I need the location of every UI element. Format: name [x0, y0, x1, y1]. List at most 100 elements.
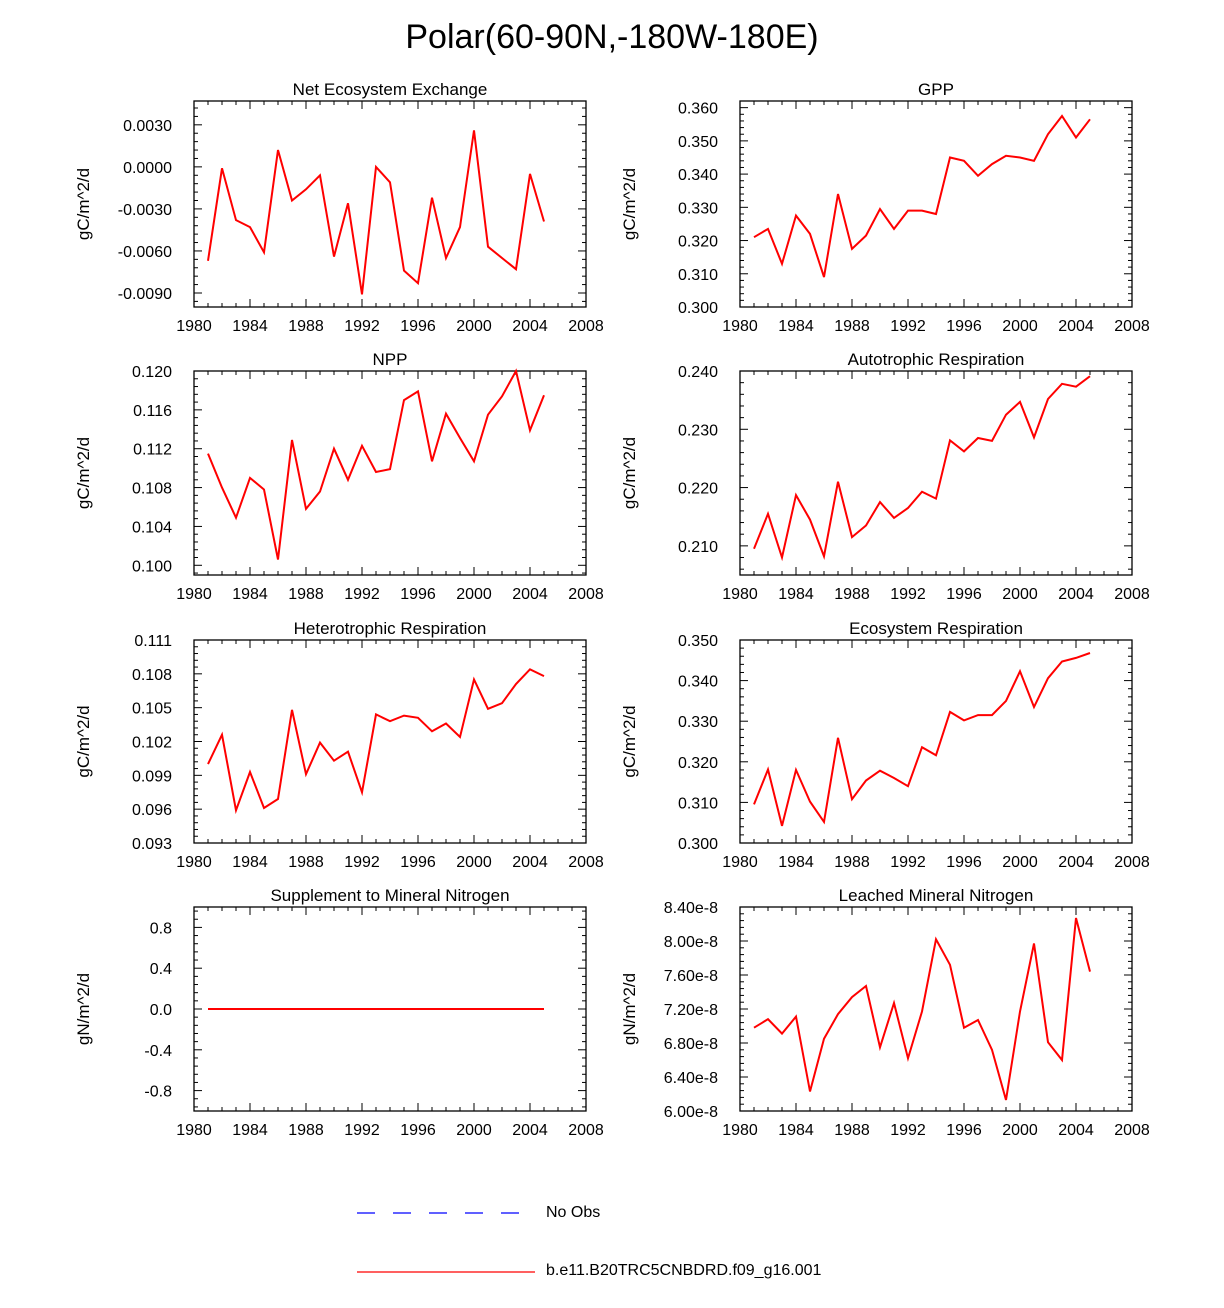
chart-panel-3: NPP gC/m^2/d 1980 1984 1988 1992 1996 2000 2004 2…: [74, 350, 604, 603]
plot-frame: [193, 100, 587, 308]
x-tick-label: 1984: [778, 318, 814, 335]
y-tick-label: 0.093: [132, 836, 172, 853]
x-tick-label: 1996: [400, 854, 436, 871]
y-axis-label: gC/m^2/d: [620, 437, 639, 509]
y-tick-label: 0.300: [678, 300, 718, 317]
chart-panel-6: Ecosystem Respiration gC/m^2/d 1980 1984 198…: [620, 619, 1150, 871]
chart-title: Heterotrophic Respiration: [294, 619, 487, 638]
x-tick-label: 2008: [568, 1122, 604, 1139]
y-tick-label: 0.102: [132, 735, 172, 752]
y-tick-label: 0.210: [678, 539, 718, 556]
y-axis-label: gC/m^2/d: [74, 437, 93, 509]
chart-title: Supplement to Mineral Nitrogen: [270, 886, 509, 905]
y-tick-label: 0.240: [678, 364, 718, 381]
y-tick-label: 0.220: [678, 481, 718, 498]
x-tick-label: 1984: [232, 318, 268, 335]
x-tick-label: 2000: [1002, 318, 1038, 335]
chart-title: GPP: [918, 80, 954, 99]
x-tick-label: 1988: [288, 1122, 324, 1139]
y-tick-label: 0.116: [133, 403, 172, 420]
x-tick-label: 1992: [890, 1122, 926, 1139]
x-tick-label: 1988: [834, 318, 870, 335]
y-tick-label: 8.00e-8: [664, 934, 718, 951]
x-tick-label: 2004: [1058, 854, 1094, 871]
y-tick-label: -0.8: [144, 1084, 172, 1101]
series-line: [753, 652, 1091, 827]
x-tick-label: 1980: [176, 586, 212, 603]
x-tick-label: 1992: [344, 318, 380, 335]
chart-title: Leached Mineral Nitrogen: [839, 886, 1034, 905]
chart-title: Ecosystem Respiration: [849, 619, 1023, 638]
y-tick-label: 0.0030: [123, 118, 172, 135]
x-tick-label: 2000: [456, 586, 492, 603]
x-tick-label: 1980: [176, 854, 212, 871]
chart-title: Net Ecosystem Exchange: [293, 80, 488, 99]
x-tick-label: 2004: [1058, 1122, 1094, 1139]
plot-frame: [739, 370, 1133, 576]
x-tick-label: 2004: [512, 1122, 548, 1139]
x-tick-label: 1980: [722, 586, 758, 603]
y-tick-label: 0.0000: [123, 160, 172, 177]
y-tick-label: 0.340: [678, 674, 718, 691]
x-tick-label: 2000: [1002, 854, 1038, 871]
chart-panel-2: GPP gC/m^2/d 1980 1984 1988 1992 1996 2000 2004 2…: [620, 80, 1150, 335]
y-tick-label: -0.0090: [118, 286, 172, 303]
y-tick-label: 0.310: [678, 795, 718, 812]
x-tick-label: 1992: [890, 586, 926, 603]
x-tick-label: 1980: [176, 1122, 212, 1139]
plot-frame: [193, 370, 587, 576]
x-tick-label: 2004: [512, 318, 548, 335]
y-tick-label: 0.330: [678, 714, 718, 731]
x-tick-label: 1984: [232, 586, 268, 603]
x-tick-label: 2008: [568, 586, 604, 603]
x-tick-label: 2004: [1058, 586, 1094, 603]
y-tick-label: 0.300: [678, 836, 718, 853]
y-tick-label: 0.310: [678, 267, 718, 284]
y-tick-label: 0.8: [150, 920, 172, 937]
y-tick-label: 6.40e-8: [664, 1070, 718, 1087]
x-tick-label: 1996: [400, 586, 436, 603]
chart-panel-7: Supplement to Mineral Nitrogen gN/m^2/d 19…: [74, 886, 604, 1139]
x-tick-label: 1996: [400, 1122, 436, 1139]
page-title: Polar(60-90N,-180W-180E): [405, 18, 819, 56]
series-line: [753, 917, 1091, 1101]
x-tick-label: 1996: [946, 586, 982, 603]
x-tick-label: 2000: [456, 318, 492, 335]
y-tick-label: 0.120: [132, 364, 172, 381]
x-tick-label: 1980: [722, 1122, 758, 1139]
x-tick-label: 1992: [890, 854, 926, 871]
y-tick-label: 0.360: [678, 101, 718, 118]
y-axis-label: gN/m^2/d: [620, 973, 639, 1045]
chart-title: NPP: [373, 350, 408, 369]
x-tick-label: 1988: [288, 586, 324, 603]
y-tick-label: 0.350: [678, 633, 718, 650]
x-tick-label: 2000: [456, 1122, 492, 1139]
x-tick-label: 1996: [946, 854, 982, 871]
y-axis-label: gC/m^2/d: [620, 168, 639, 240]
y-tick-label: 0.320: [678, 755, 718, 772]
x-tick-label: 1980: [722, 854, 758, 871]
x-tick-label: 2004: [512, 586, 548, 603]
x-tick-label: 1992: [344, 586, 380, 603]
y-axis-label: gN/m^2/d: [74, 973, 93, 1045]
x-tick-label: 1992: [890, 318, 926, 335]
y-tick-label: 0.350: [678, 134, 718, 151]
y-tick-label: 0.111: [134, 633, 172, 650]
chart-panel-5: Heterotrophic Respiration gC/m^2/d 1980 198…: [74, 619, 604, 871]
x-tick-label: 2004: [1058, 318, 1094, 335]
x-tick-label: 1988: [834, 854, 870, 871]
x-tick-label: 1984: [778, 1122, 814, 1139]
y-tick-label: 0.105: [132, 701, 172, 718]
y-tick-label: 0.330: [678, 200, 718, 217]
x-tick-label: 1988: [834, 1122, 870, 1139]
x-tick-label: 1996: [946, 1122, 982, 1139]
x-tick-label: 2004: [512, 854, 548, 871]
x-tick-label: 1984: [232, 854, 268, 871]
x-tick-label: 1996: [946, 318, 982, 335]
plot-frame: [739, 639, 1133, 844]
y-tick-label: 8.40e-8: [664, 900, 718, 917]
y-axis-label: gC/m^2/d: [74, 705, 93, 777]
y-tick-label: 0.096: [132, 802, 172, 819]
y-tick-label: 0.112: [133, 442, 172, 459]
